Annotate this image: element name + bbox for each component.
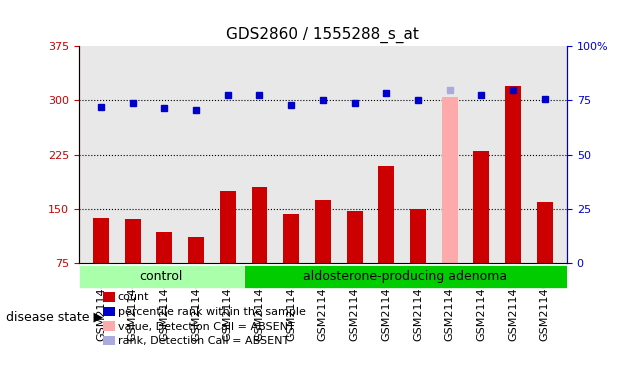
Bar [379,166,394,263]
Bar [505,86,521,263]
Bar [188,237,204,263]
Bar [537,202,553,263]
Text: count: count [118,292,149,303]
Bar [284,214,299,263]
Bar [315,200,331,263]
Bar [346,210,362,263]
Bar [103,321,115,331]
Text: percentile rank within the sample: percentile rank within the sample [118,307,306,317]
Text: rank, Detection Call = ABSENT: rank, Detection Call = ABSENT [118,336,289,346]
Bar [103,307,115,316]
Bar [410,209,426,263]
Bar [474,151,490,263]
Text: value, Detection Call = ABSENT: value, Detection Call = ABSENT [118,322,295,332]
Bar [103,292,115,301]
Bar [156,232,172,263]
Bar [251,187,267,263]
Text: aldosterone-producing adenoma: aldosterone-producing adenoma [303,270,507,283]
Text: disease state ▶: disease state ▶ [6,310,103,323]
FancyBboxPatch shape [244,265,567,288]
Bar [93,218,109,263]
Title: GDS2860 / 1555288_s_at: GDS2860 / 1555288_s_at [226,27,420,43]
Text: control: control [139,270,183,283]
Bar [125,218,140,263]
Bar [442,97,457,263]
FancyBboxPatch shape [79,265,244,288]
Bar [103,336,115,346]
Bar [220,191,236,263]
